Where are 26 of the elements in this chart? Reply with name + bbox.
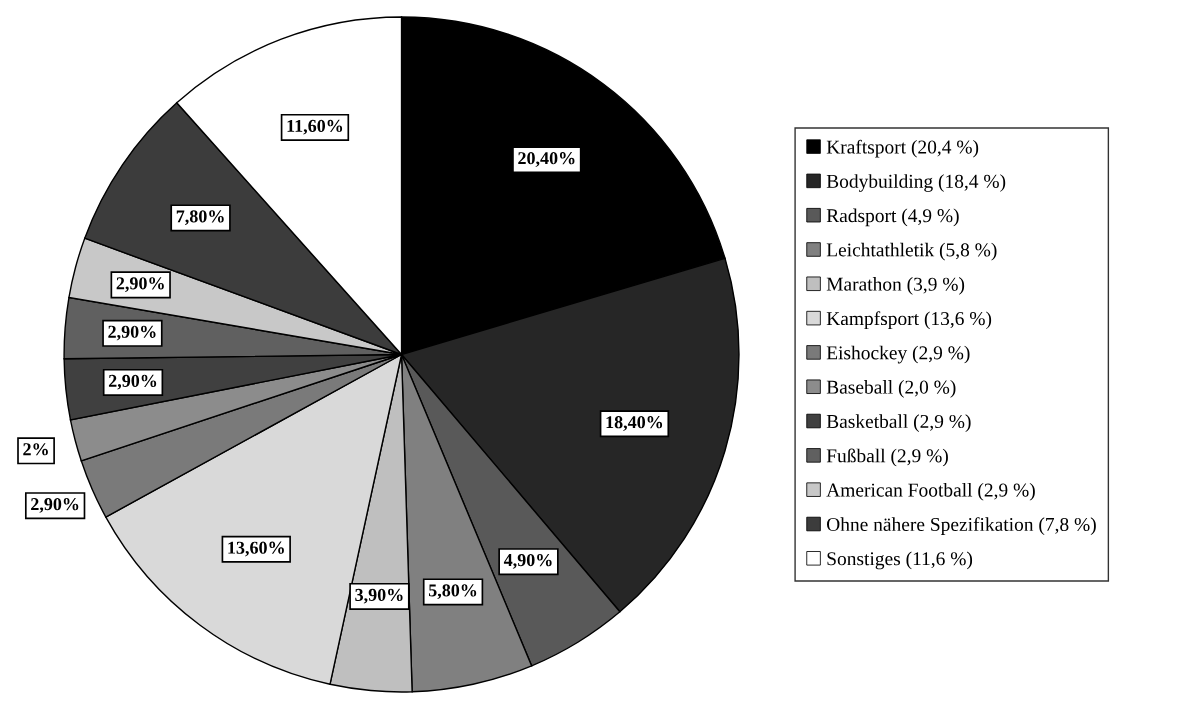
data-label: 5,80% — [428, 584, 477, 600]
data-label: 2,90% — [108, 374, 157, 390]
data-label: 20,40% — [518, 152, 575, 167]
data-label: 7,80% — [176, 210, 224, 226]
data-label: 11,60% — [287, 119, 343, 135]
data-label: 2% — [23, 443, 48, 456]
legend-label: Bodybuilding (18,4 %) — [826, 174, 1006, 192]
legend-label: Radsport (4,9 %) — [826, 208, 959, 227]
data-label: 2,90% — [108, 325, 156, 341]
data-label: 2,90% — [31, 498, 79, 513]
legend-label: Basketball (2,9 %) — [826, 414, 971, 432]
legend-label: Leichtathletik (5,8 %) — [826, 242, 997, 261]
data-label: 18,40% — [606, 416, 663, 431]
data-label: 3,90% — [355, 588, 403, 604]
legend-label: Marathon (3,9 %) — [826, 277, 965, 295]
legend-label: Baseball (2,0 %) — [826, 380, 956, 398]
data-label: 2,90% — [116, 277, 164, 293]
legend-label: Ohne nähere Spezifikation (7,8 %) — [827, 517, 1096, 535]
data-label: 13,60% — [228, 541, 284, 557]
legend-label: Fußball (2,9 %) — [826, 448, 948, 467]
legend-label: Kampfsport (13,6 %) — [826, 311, 992, 330]
legend-label: Kraftsport (20,4 %) — [826, 139, 979, 158]
legend-label: Sonstiges (11,6 %) — [827, 551, 973, 570]
legend-label: American Football (2,9 %) — [826, 482, 1035, 501]
data-label: 4,90% — [503, 554, 552, 569]
legend-label: Eishockey (2,9 %) — [826, 345, 970, 364]
